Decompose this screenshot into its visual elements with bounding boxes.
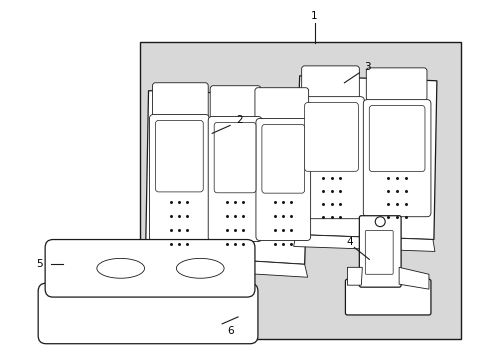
- FancyBboxPatch shape: [368, 105, 424, 172]
- FancyBboxPatch shape: [365, 231, 392, 274]
- FancyBboxPatch shape: [149, 114, 209, 242]
- Text: 4: 4: [346, 237, 352, 247]
- FancyBboxPatch shape: [152, 83, 208, 118]
- FancyBboxPatch shape: [208, 117, 262, 242]
- FancyBboxPatch shape: [304, 103, 358, 171]
- Text: 6: 6: [226, 326, 233, 336]
- FancyBboxPatch shape: [366, 68, 426, 100]
- FancyBboxPatch shape: [214, 122, 255, 193]
- Polygon shape: [346, 267, 362, 285]
- FancyBboxPatch shape: [255, 118, 310, 240]
- FancyBboxPatch shape: [262, 125, 304, 193]
- Text: 1: 1: [311, 11, 317, 21]
- Ellipse shape: [374, 217, 385, 227]
- FancyBboxPatch shape: [345, 279, 430, 315]
- Polygon shape: [398, 267, 428, 289]
- Polygon shape: [293, 235, 434, 251]
- Polygon shape: [294, 76, 436, 239]
- Text: 5: 5: [36, 259, 42, 269]
- FancyBboxPatch shape: [301, 66, 359, 100]
- FancyBboxPatch shape: [155, 121, 203, 192]
- FancyBboxPatch shape: [298, 96, 364, 219]
- Ellipse shape: [176, 258, 224, 278]
- Polygon shape: [145, 91, 309, 264]
- Polygon shape: [143, 255, 307, 277]
- FancyBboxPatch shape: [359, 216, 400, 287]
- FancyBboxPatch shape: [38, 283, 257, 344]
- FancyBboxPatch shape: [254, 88, 308, 121]
- FancyBboxPatch shape: [45, 239, 254, 297]
- FancyBboxPatch shape: [210, 86, 261, 120]
- FancyBboxPatch shape: [363, 100, 430, 217]
- Text: 3: 3: [363, 62, 370, 72]
- Bar: [140, 42, 460, 339]
- Ellipse shape: [97, 258, 144, 278]
- Text: 2: 2: [236, 116, 243, 126]
